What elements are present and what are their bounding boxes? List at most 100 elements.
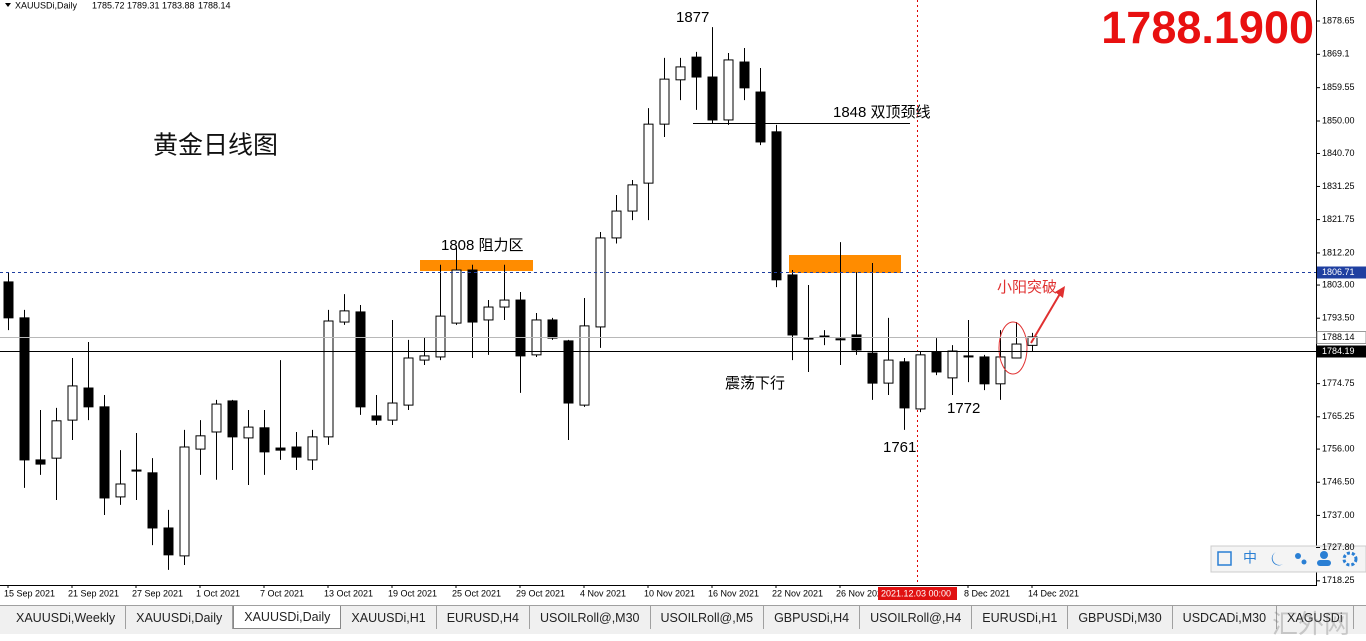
- x-tick-label: 16 Nov 2021: [708, 588, 759, 598]
- annotation: 1808 阻力区: [441, 237, 524, 254]
- candle-body: [67, 385, 78, 421]
- candle-body: [883, 359, 894, 384]
- candle-body: [275, 447, 286, 451]
- candle-body: [803, 337, 814, 340]
- candle-body: [835, 338, 846, 341]
- tab[interactable]: XAUUSDi,Weekly: [6, 606, 127, 629]
- candle-body: [547, 319, 558, 339]
- candle-body: [339, 310, 350, 323]
- candle-body: [691, 56, 702, 78]
- candle-body: [355, 311, 366, 408]
- tab[interactable]: USOILRoll@,M30: [529, 606, 651, 629]
- resistance-zone: [789, 255, 901, 273]
- candle-body: [579, 325, 590, 406]
- candle-body: [675, 66, 686, 81]
- tab[interactable]: GBPUSDi,H4: [764, 606, 861, 629]
- tab[interactable]: USDCADi,M30: [1172, 606, 1278, 629]
- toolbar-icon[interactable]: [1342, 551, 1358, 567]
- candle-body: [51, 420, 62, 459]
- candle-body: [35, 459, 46, 465]
- tab[interactable]: XAGUSDi: [1277, 606, 1354, 629]
- ohlc-high: 1789.31: [127, 0, 160, 10]
- candle-body: [387, 402, 398, 421]
- y-tick-label: 1793.50: [1322, 313, 1355, 323]
- bid-label: 1788.14: [1322, 332, 1355, 342]
- tab[interactable]: USOILRoll@,M5: [650, 606, 765, 629]
- chart: XAUUSDi,Daily 1785.72 1789.31 1783.88 17…: [0, 0, 1366, 600]
- annotation: 震荡下行: [725, 375, 785, 392]
- candle-body: [435, 315, 446, 358]
- candle-body: [323, 320, 334, 438]
- annotation: 1772: [947, 400, 980, 417]
- bid-label-bg: [1316, 331, 1366, 344]
- toolbar-icon[interactable]: [1295, 553, 1301, 559]
- candle-body: [467, 269, 478, 323]
- annotation: 1761: [883, 439, 916, 456]
- ohlc-low: 1783.88: [162, 0, 195, 10]
- tab[interactable]: EURUSDi,H1: [972, 606, 1069, 629]
- tab[interactable]: USOILRoll@,H4: [860, 606, 973, 629]
- candle-body: [771, 131, 782, 281]
- candle-body: [99, 406, 110, 499]
- level-label-bg: [1317, 345, 1366, 358]
- candle-body: [739, 61, 750, 89]
- toolbar: [1210, 545, 1366, 573]
- candle-body: [403, 357, 414, 406]
- watermark: 汇外网: [1271, 610, 1350, 640]
- candle-body: [291, 446, 302, 458]
- y-tick-label: 1765.25: [1322, 411, 1355, 421]
- x-tick-label: 22 Nov 2021: [772, 588, 823, 598]
- y-tick-label: 1774.75: [1322, 378, 1355, 388]
- annotation: 1877: [676, 9, 709, 26]
- x-tick-label: 4 Nov 2021: [580, 588, 626, 598]
- candle-body: [931, 351, 942, 373]
- y-tick-label: 1850.00: [1322, 115, 1355, 125]
- candle-body: [147, 472, 158, 529]
- candle-body: [243, 426, 254, 439]
- candle-body: [131, 469, 142, 472]
- ohlc-open: 1785.72: [92, 0, 125, 10]
- x-tick-label: 13 Oct 2021: [324, 588, 373, 598]
- candle-body: [307, 436, 318, 461]
- x-tick-label: 25 Oct 2021: [452, 588, 501, 598]
- candle-body: [19, 317, 30, 461]
- x-tick-label: 19 Oct 2021: [388, 588, 437, 598]
- candle-body: [723, 59, 734, 121]
- tab[interactable]: GBPUSDi,M30: [1068, 606, 1173, 629]
- candle-body: [659, 78, 670, 125]
- candle-body: [627, 184, 638, 212]
- y-tick-label: 1859.55: [1322, 82, 1355, 92]
- candle-body: [915, 354, 926, 410]
- candle-body: [195, 435, 206, 450]
- crosshair-label: 2021.12.03 00:00: [881, 588, 951, 598]
- candle-body: [707, 76, 718, 121]
- candle-body: [211, 403, 222, 433]
- candle-body: [787, 274, 798, 336]
- candle-body: [371, 415, 382, 421]
- candle-body: [3, 281, 14, 319]
- resistance-zone: [420, 260, 533, 271]
- toolbar-icon[interactable]: [1217, 551, 1232, 566]
- toolbar-lang[interactable]: 中: [1243, 550, 1257, 566]
- toolbar-icon[interactable]: [1317, 560, 1331, 566]
- y-tick-label: 1727.80: [1322, 542, 1355, 552]
- y-tick-label: 1803.00: [1322, 279, 1355, 289]
- tab[interactable]: EURUSD,H4: [436, 606, 530, 629]
- toolbar-icon[interactable]: [1320, 551, 1328, 559]
- x-tick-label: 26 Nov 2021: [836, 588, 887, 598]
- symbol: XAUUSDi,Daily: [15, 0, 78, 10]
- toolbar-icon[interactable]: [1301, 559, 1307, 565]
- tab[interactable]: XAUUSDi,Daily: [233, 606, 342, 629]
- x-tick-label: 14 Dec 2021: [1028, 588, 1079, 598]
- annotation: 1848 双顶颈线: [833, 104, 931, 121]
- tab[interactable]: XAUUSDi,Daily: [126, 606, 234, 629]
- candle-body: [115, 483, 126, 498]
- tab[interactable]: XAUUSDi,H1: [341, 606, 437, 629]
- y-tick-label: 1878.65: [1322, 15, 1355, 25]
- y-tick-label: 1831.25: [1322, 181, 1355, 191]
- ohlc-close: 1788.14: [198, 0, 231, 10]
- candle-body: [995, 356, 1006, 385]
- y-tick-label: 1746.50: [1322, 477, 1355, 487]
- candle-body: [499, 299, 510, 308]
